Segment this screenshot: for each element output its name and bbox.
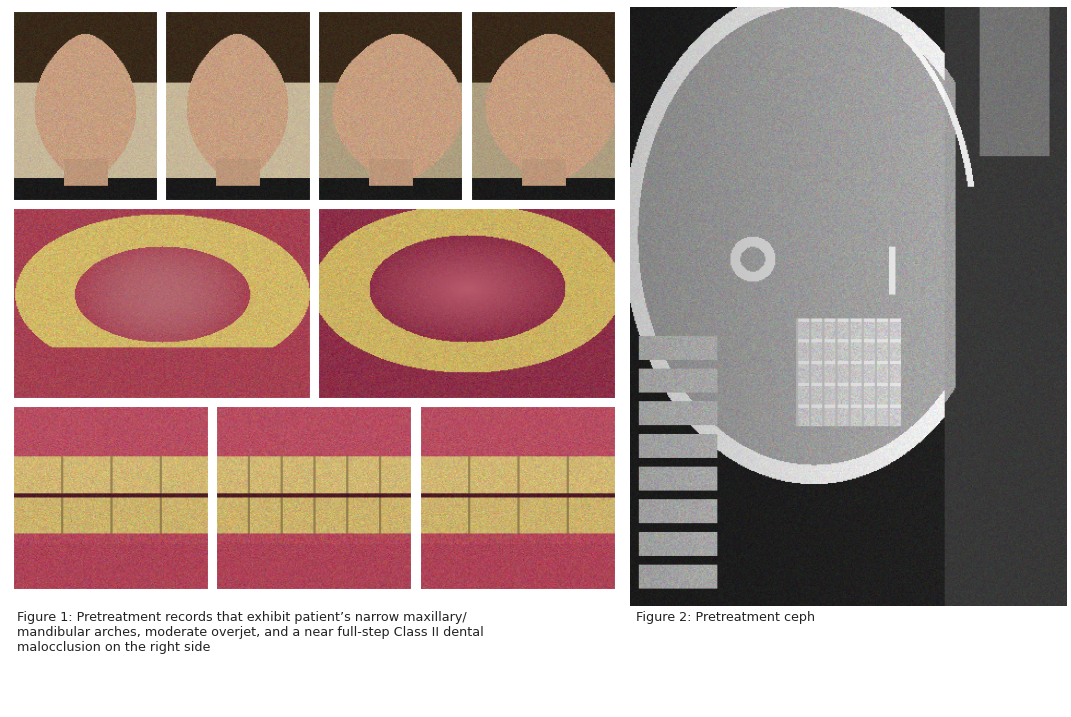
Bar — [165, 11, 311, 201]
Bar — [13, 209, 311, 399]
Bar — [216, 406, 412, 590]
Bar — [470, 11, 616, 201]
Bar — [318, 11, 464, 201]
Text: Figure 1: Pretreatment records that exhibit patient’s narrow maxillary/
mandibul: Figure 1: Pretreatment records that exhi… — [17, 611, 484, 654]
Bar — [13, 11, 159, 201]
Bar — [318, 209, 616, 399]
Text: Figure 2: Pretreatment ceph: Figure 2: Pretreatment ceph — [636, 611, 815, 624]
Bar — [420, 406, 616, 590]
Bar — [13, 406, 209, 590]
